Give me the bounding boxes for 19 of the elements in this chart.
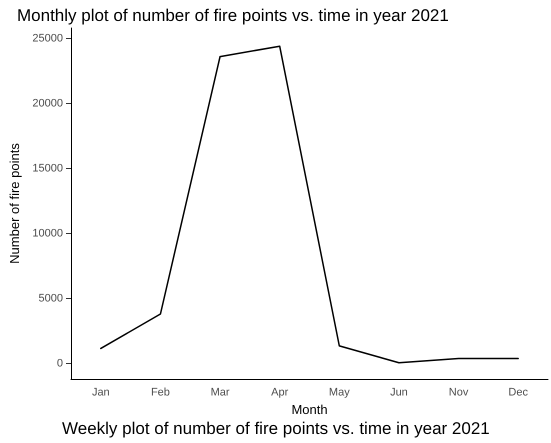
x-tick-label: Jun [390, 386, 408, 398]
y-tick-label: 15000 [32, 162, 63, 174]
x-tick-label: Nov [448, 386, 469, 398]
y-tick-label: 20000 [32, 97, 63, 110]
x-tick-label: Jan [92, 386, 110, 398]
y-tick-label: 25000 [32, 32, 63, 44]
y-tick-label: 0 [56, 357, 63, 370]
x-tick-label: Apr [271, 386, 289, 398]
line-series [100, 45, 519, 364]
x-tick-label: May [328, 386, 350, 398]
x-tick-label: Mar [210, 386, 230, 398]
x-tick-label: Feb [150, 386, 170, 398]
y-axis-title: Number of fire points [7, 142, 22, 264]
x-tick-label: Dec [508, 386, 528, 398]
y-tick-label: 5000 [38, 292, 63, 304]
y-tick-label: 10000 [32, 227, 63, 240]
text: Weekly plot of number of fire points vs. time in year 2021 [62, 419, 490, 438]
x-axis-title: Month [291, 402, 328, 417]
chart-title: Monthly plot of number of fire points vs. time in year 2021 [17, 6, 449, 25]
